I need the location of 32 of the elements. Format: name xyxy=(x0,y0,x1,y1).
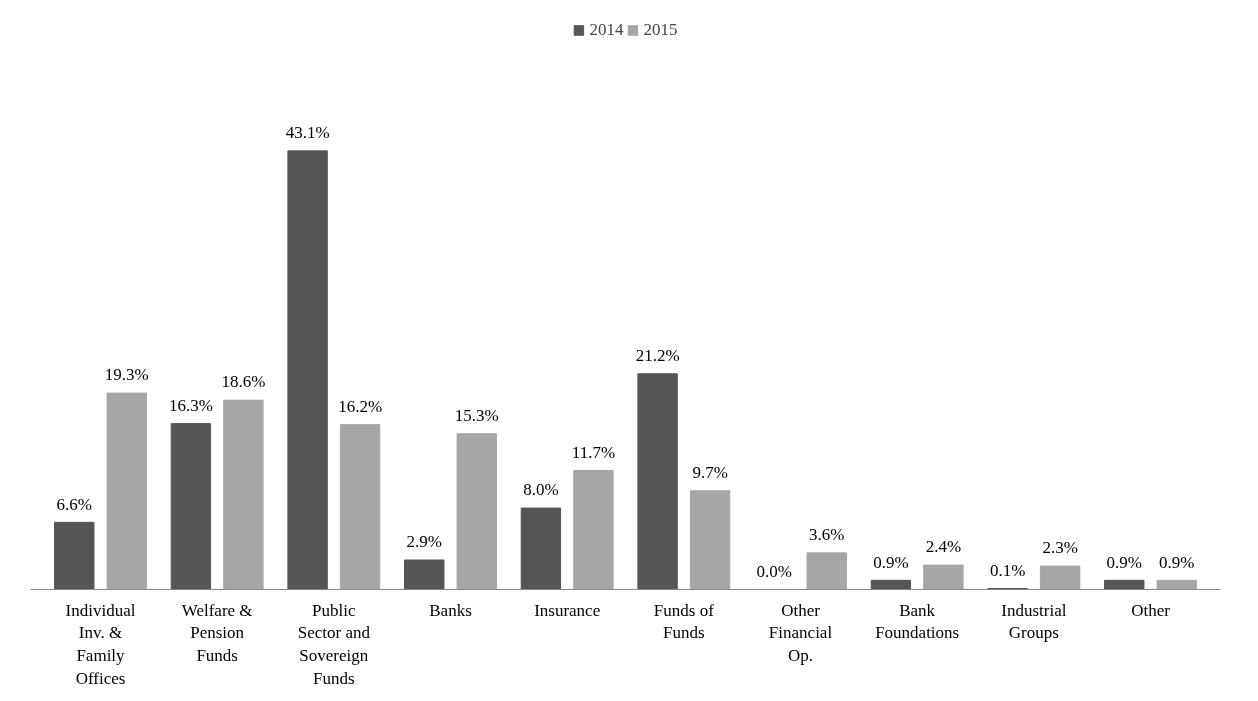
data-label: 9.7% xyxy=(692,463,728,483)
data-label: 0.9% xyxy=(1106,552,1142,572)
data-label: 15.3% xyxy=(454,406,499,426)
x-tick-label: Insurance xyxy=(534,600,601,620)
data-label: 6.6% xyxy=(56,494,92,514)
x-tick-label: Individual Inv. & Family Offices xyxy=(65,600,136,688)
data-label: 8.0% xyxy=(523,480,559,500)
data-label: 19.3% xyxy=(104,365,149,385)
data-label: 43.1% xyxy=(285,123,330,143)
data-label: 18.6% xyxy=(221,372,266,392)
x-tick-label: Bank Foundations xyxy=(875,600,960,643)
data-label: 3.6% xyxy=(809,525,845,545)
x-tick-label: Industrial Groups xyxy=(1001,600,1067,643)
legend-label: 2015 xyxy=(643,20,678,40)
data-label: 21.2% xyxy=(635,345,680,365)
data-label: 2.3% xyxy=(1042,538,1078,558)
data-label: 16.3% xyxy=(168,395,213,415)
data-label: 0.0% xyxy=(756,561,792,581)
data-label: 16.2% xyxy=(338,396,383,416)
data-label: 0.9% xyxy=(873,552,909,572)
data-label: 0.1% xyxy=(989,560,1026,580)
data-label: 0.9% xyxy=(1159,552,1195,572)
data-label: 2.4% xyxy=(925,537,962,557)
x-tick-label: Other xyxy=(1131,600,1171,620)
data-label: 2.9% xyxy=(406,532,442,552)
data-label: 11.7% xyxy=(571,442,616,462)
legend-label: 2014 xyxy=(589,20,624,40)
x-tick-label: Funds of Funds xyxy=(653,600,715,643)
x-tick-label: Banks xyxy=(429,600,472,620)
x-tick-label: Welfare & Pension Funds xyxy=(181,600,253,666)
x-tick-label: Public Sector and Sovereign Funds xyxy=(297,600,371,688)
x-tick-label: Other Financial Op. xyxy=(768,600,833,666)
